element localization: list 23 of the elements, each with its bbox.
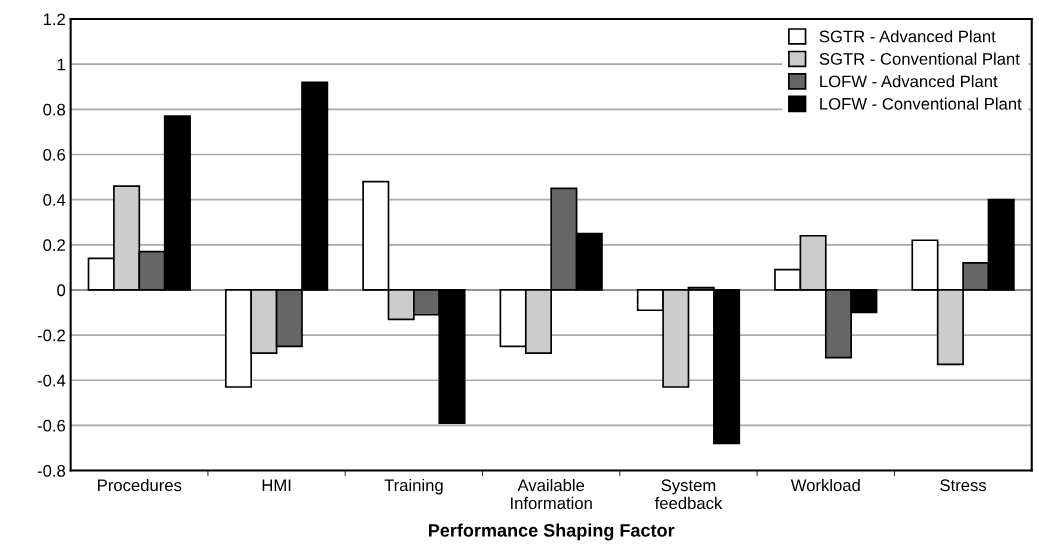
x-tick-label: System feedback [654, 479, 723, 510]
y-tick-label: 1 [57, 58, 65, 71]
x-tick-label: Workload [790, 478, 860, 492]
y-tick-label: 0.2 [43, 239, 65, 251]
y-tick-label: 1.2 [43, 13, 65, 26]
y-tick-label: -0.4 [37, 374, 66, 387]
legend-label: LOFW - Advanced Plant [820, 75, 998, 88]
y-tick-label: 0.8 [43, 103, 66, 116]
x-axis-title: Performance Shaping Factor [428, 523, 675, 541]
legend-label: LOFW - Conventional Plant [820, 97, 1022, 110]
y-tick-label: -0.8 [37, 464, 66, 477]
x-tick-label: Procedures [98, 478, 182, 492]
y-tick-label: -0.2 [37, 329, 65, 342]
y-tick-label: -0.6 [37, 419, 66, 432]
y-tick-label: 0 [57, 284, 66, 297]
legend-label: SGTR - Conventional Plant [819, 52, 1020, 65]
y-tick-label: 0.4 [43, 194, 66, 206]
y-tick-label: 0.6 [43, 148, 66, 161]
x-tick-label: Available Information [511, 478, 592, 510]
x-tick-label: Stress [940, 479, 987, 492]
x-tick-label: HMI [262, 479, 291, 491]
x-tick-label: Training [384, 478, 443, 495]
legend-label: SGTR - Advanced Plant [819, 30, 996, 43]
